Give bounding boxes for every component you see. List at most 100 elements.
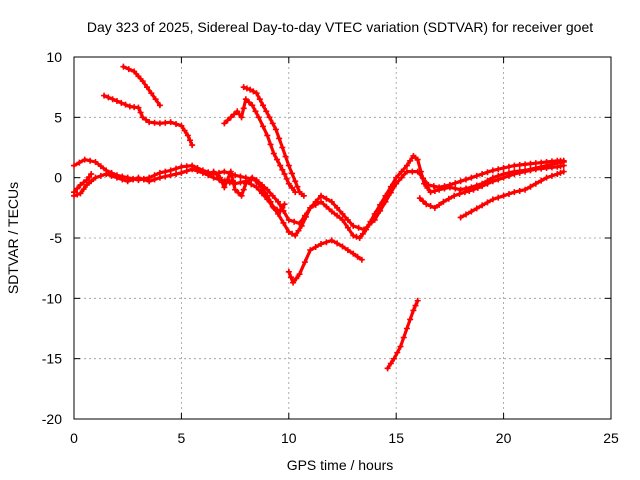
data-point <box>144 84 151 91</box>
data-point <box>108 169 115 176</box>
data-point <box>307 204 314 211</box>
data-point <box>466 187 473 194</box>
data-point <box>105 94 112 101</box>
data-point <box>355 224 362 231</box>
data-point <box>409 168 416 175</box>
data-point <box>371 216 378 223</box>
data-point <box>538 165 545 172</box>
data-point <box>264 132 271 139</box>
data-point <box>457 214 464 221</box>
data-point <box>350 250 357 257</box>
data-point <box>414 168 421 175</box>
data-point <box>554 171 561 178</box>
data-point <box>516 161 523 168</box>
y-tick-label: -20 <box>42 411 62 427</box>
data-point <box>527 160 534 167</box>
data-point <box>120 63 127 70</box>
data-point <box>292 178 299 185</box>
data-point <box>142 116 149 123</box>
data-point <box>500 192 507 199</box>
data-point <box>167 167 174 174</box>
data-point <box>231 111 238 118</box>
data-point <box>339 210 346 217</box>
data-point <box>148 90 155 97</box>
data-point <box>532 180 539 187</box>
data-point <box>131 68 138 75</box>
data-point <box>282 153 289 160</box>
data-point <box>253 184 260 191</box>
data-point <box>479 202 486 209</box>
data-point <box>285 216 292 223</box>
series-track-h <box>457 168 567 221</box>
data-point <box>285 162 292 169</box>
data-point <box>267 141 274 148</box>
data-point <box>407 316 414 323</box>
data-point <box>81 156 88 163</box>
data-point <box>263 108 270 115</box>
data-point <box>468 174 475 181</box>
data-point <box>283 175 290 182</box>
data-point <box>88 178 95 185</box>
data-point <box>500 165 507 172</box>
data-point <box>414 156 421 163</box>
data-point <box>479 183 486 190</box>
data-point <box>224 176 231 183</box>
data-point <box>135 73 142 80</box>
data-point <box>151 172 158 179</box>
data-point <box>457 186 464 193</box>
data-point <box>505 172 512 179</box>
data-point <box>289 170 296 177</box>
data-point <box>184 132 191 139</box>
data-point <box>74 185 81 192</box>
series-track-main-high <box>71 156 567 233</box>
data-point <box>403 168 410 175</box>
data-point <box>71 189 77 196</box>
data-point <box>266 114 273 121</box>
data-point <box>430 183 437 190</box>
data-point <box>260 123 267 130</box>
data-point <box>427 203 434 210</box>
data-point <box>238 114 245 121</box>
data-point <box>119 173 126 180</box>
data-point <box>279 166 286 173</box>
data-point <box>538 177 545 184</box>
data-point <box>210 168 217 175</box>
data-point <box>92 174 99 181</box>
data-point <box>86 174 93 181</box>
data-point <box>275 198 282 205</box>
data-point <box>194 165 201 172</box>
data-point <box>156 120 163 127</box>
data-point <box>246 177 253 184</box>
data-point <box>74 191 81 198</box>
data-point <box>178 163 185 170</box>
data-point <box>436 201 443 208</box>
data-point <box>445 195 452 202</box>
data-point <box>328 237 335 244</box>
data-point <box>255 180 262 187</box>
data-point <box>377 207 384 214</box>
series-track-b <box>120 63 163 109</box>
data-point <box>273 156 280 163</box>
data-point <box>242 96 249 103</box>
data-point <box>543 174 550 181</box>
data-point <box>221 120 228 127</box>
data-point <box>484 199 491 206</box>
data-point <box>548 164 555 171</box>
data-point <box>248 181 255 188</box>
y-tick-label: 0 <box>54 170 62 186</box>
data-point <box>495 166 502 173</box>
data-point <box>452 180 459 187</box>
axis-ticks: 0 5 10 15 20 25 -20 -15 -10 -5 0 5 10 <box>42 49 619 446</box>
data-point <box>76 159 83 166</box>
y-axis-label: SDTVAR / TECUs <box>5 182 21 294</box>
data-point <box>344 216 351 223</box>
data-point <box>350 232 357 239</box>
data-point <box>227 114 234 121</box>
x-tick-label: 0 <box>70 430 78 446</box>
data-point <box>359 230 366 237</box>
data-point <box>366 221 373 228</box>
data-point <box>393 174 400 181</box>
data-point <box>213 171 220 178</box>
data-point <box>234 108 241 115</box>
data-point <box>387 189 394 196</box>
